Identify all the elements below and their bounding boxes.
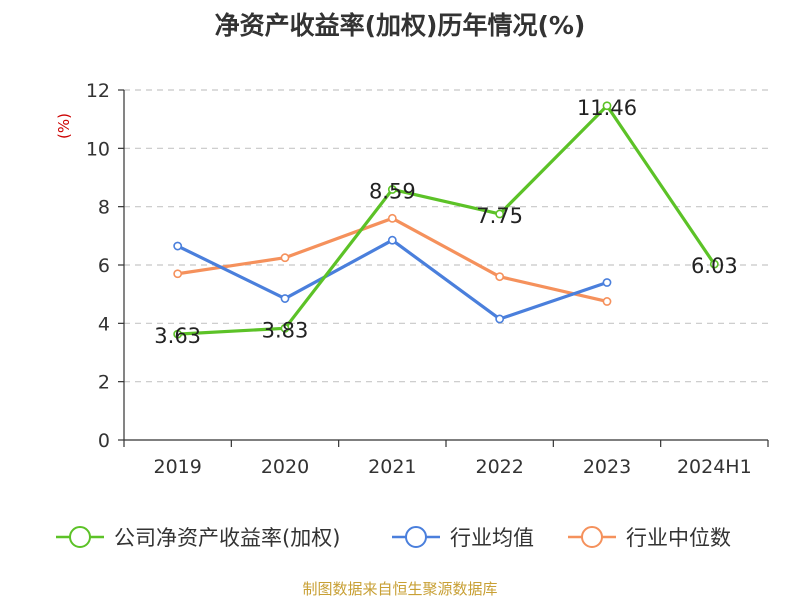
data-labels: 3.63 3.83 8.59 7.75 11.46 6.03 — [154, 96, 737, 348]
data-label-2024H1: 6.03 — [691, 254, 738, 278]
point-0-3 — [495, 209, 505, 219]
x-tick-label-2021: 2021 — [368, 456, 416, 478]
point-1-0 — [173, 241, 183, 251]
x-tick-label-2019: 2019 — [153, 456, 201, 478]
y-axis-label: (%) — [55, 113, 73, 139]
legend-item-1[interactable]: 行业均值 — [392, 526, 534, 550]
y-tick-label-6: 6 — [98, 255, 110, 277]
x-tick-label-2023: 2023 — [583, 456, 631, 478]
data-label-2022: 7.75 — [476, 204, 523, 228]
x-tick-labels: 2019 2020 2021 2022 2023 2024H1 — [153, 456, 751, 478]
point-1-1 — [280, 294, 290, 303]
y-tick-label-2: 2 — [98, 372, 110, 394]
legend-item-2[interactable]: 行业中位数 — [568, 526, 731, 550]
y-tick-label-12: 12 — [86, 80, 110, 102]
chart-title: 净资产收益率(加权)历年情况(%) — [214, 11, 586, 40]
point-0-1 — [280, 323, 290, 333]
series-line-0 — [177, 104, 716, 336]
point-0-5 — [709, 259, 719, 269]
source-note: 制图数据来自恒生聚源数据库 — [302, 580, 498, 598]
series-line-2 — [177, 216, 608, 304]
point-0-4 — [602, 101, 612, 111]
legend-label-1: 行业均值 — [450, 526, 534, 550]
y-tick-label-8: 8 — [98, 197, 110, 219]
x-tick-label-2020: 2020 — [261, 456, 309, 478]
point-1-2 — [387, 235, 397, 245]
legend[interactable]: 公司净资产收益率(加权) 行业均值 行业中位数 — [56, 526, 731, 550]
point-1-3 — [495, 314, 505, 324]
point-2-4 — [602, 297, 612, 306]
y-tick-labels: 0 2 4 6 8 10 12 — [86, 80, 110, 452]
legend-label-0: 公司净资产收益率(加权) — [114, 526, 340, 550]
legend-label-2: 行业中位数 — [626, 526, 731, 550]
grid-lines — [124, 89, 768, 383]
point-2-0 — [173, 269, 183, 279]
series-group — [173, 101, 719, 339]
legend-marker-1 — [405, 526, 427, 548]
series-line-1 — [176, 238, 608, 321]
legend-marker-2 — [581, 526, 603, 548]
x-tick-label-2024H1: 2024H1 — [677, 456, 752, 478]
legend-marker-0 — [69, 526, 91, 548]
legend-item-0[interactable]: 公司净资产收益率(加权) — [56, 526, 340, 550]
data-label-2021: 8.59 — [369, 179, 416, 203]
point-2-2 — [387, 213, 397, 223]
x-tick-label-2022: 2022 — [475, 456, 523, 478]
point-1-4 — [602, 278, 612, 287]
point-2-1 — [280, 253, 290, 263]
y-tick-label-10: 10 — [86, 138, 110, 160]
y-tick-label-0: 0 — [98, 430, 110, 452]
point-0-2 — [387, 185, 397, 194]
y-tick-label-4: 4 — [98, 313, 110, 335]
point-2-3 — [495, 272, 505, 282]
point-0-0 — [173, 329, 183, 339]
data-label-2023: 11.46 — [577, 96, 637, 120]
data-label-2019: 3.63 — [154, 324, 201, 348]
axes — [118, 89, 769, 447]
data-label-2020: 3.83 — [262, 318, 309, 342]
